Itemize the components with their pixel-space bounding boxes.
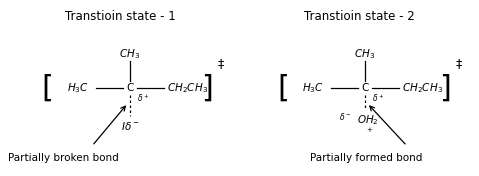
Text: $CH_2CH_3$: $CH_2CH_3$ [168, 81, 208, 95]
Text: Transtioin state - 1: Transtioin state - 1 [65, 10, 175, 23]
Text: C: C [361, 83, 369, 93]
Text: $CH_3$: $CH_3$ [119, 47, 140, 61]
Text: Partially broken bond: Partially broken bond [8, 153, 119, 163]
Text: [: [ [41, 74, 53, 102]
Text: Transtioin state - 2: Transtioin state - 2 [304, 10, 414, 23]
Text: $CH_2CH_3$: $CH_2CH_3$ [402, 81, 444, 95]
Text: $\ddagger$: $\ddagger$ [455, 57, 463, 71]
Text: $\delta^-$: $\delta^-$ [339, 111, 351, 121]
Text: C: C [126, 83, 134, 93]
Text: $\ddagger$: $\ddagger$ [217, 57, 225, 71]
Text: ]: ] [439, 74, 451, 102]
Text: $OH_2$: $OH_2$ [357, 113, 379, 127]
Text: $H_3C$: $H_3C$ [67, 81, 89, 95]
Text: Partially formed bond: Partially formed bond [310, 153, 422, 163]
Text: [: [ [277, 74, 289, 102]
Text: $I\delta^-$: $I\delta^-$ [121, 120, 139, 132]
Text: ]: ] [201, 74, 213, 102]
Text: $H_3C$: $H_3C$ [302, 81, 324, 95]
Text: $\delta^+$: $\delta^+$ [137, 92, 149, 104]
Text: $CH_3$: $CH_3$ [354, 47, 376, 61]
Text: $+$: $+$ [366, 125, 374, 134]
Text: $\delta^+$: $\delta^+$ [372, 92, 384, 104]
